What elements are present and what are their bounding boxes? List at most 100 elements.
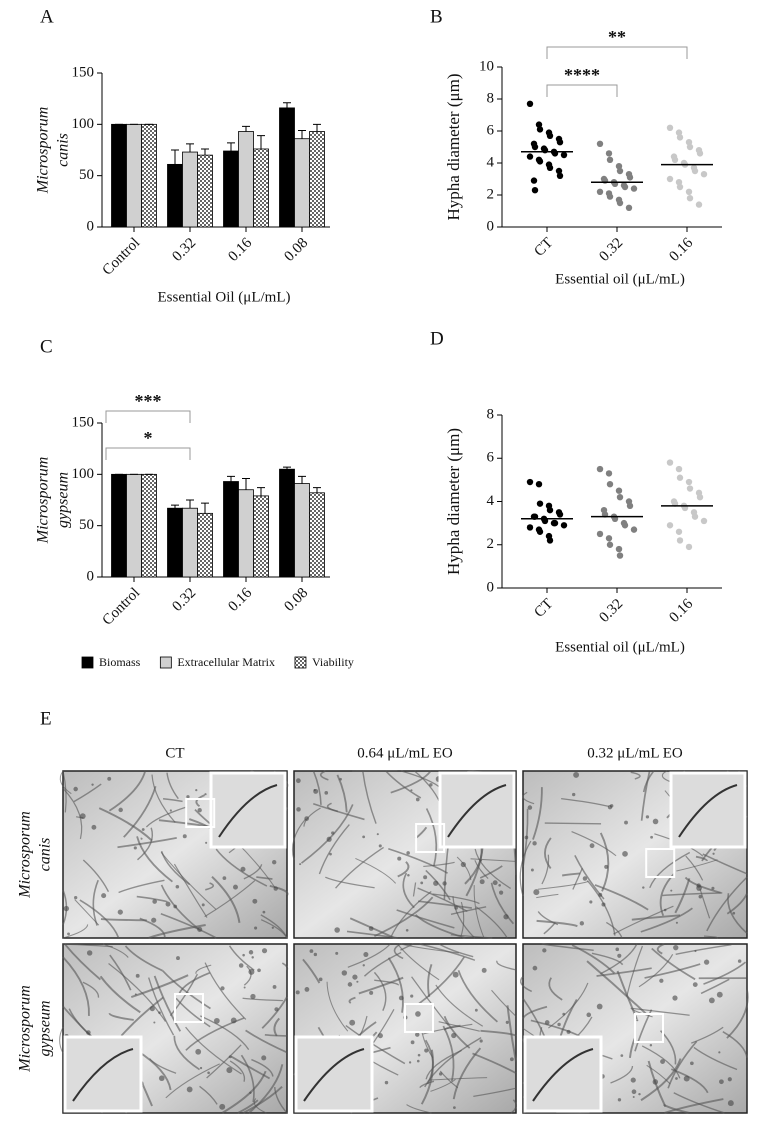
- data-point: [631, 526, 637, 532]
- spore: [650, 1044, 652, 1046]
- spore: [257, 968, 261, 972]
- spore: [693, 982, 698, 987]
- data-point: [537, 500, 543, 506]
- spore: [91, 825, 96, 830]
- error-bar: [313, 488, 321, 493]
- spore: [118, 909, 123, 914]
- spore: [684, 1076, 690, 1082]
- x-tick-label: CT: [531, 235, 556, 260]
- bar: [168, 164, 183, 227]
- bar: [224, 482, 239, 577]
- spore: [331, 831, 334, 834]
- bar: [254, 496, 269, 577]
- spore: [418, 1054, 421, 1057]
- spore: [454, 906, 458, 910]
- spore: [219, 1104, 225, 1110]
- bar: [224, 151, 239, 227]
- spore: [299, 863, 301, 865]
- x-tick-label: 0.32: [596, 596, 626, 626]
- data-point: [561, 522, 567, 528]
- legend-label: Biomass: [99, 655, 141, 669]
- x-axis-label: Essential oil (μL/mL): [555, 639, 685, 655]
- spore: [159, 1075, 165, 1081]
- significance-bracket: [106, 411, 190, 423]
- spore: [369, 926, 374, 931]
- spore: [510, 1057, 514, 1061]
- spore: [296, 990, 300, 994]
- data-point: [536, 481, 542, 487]
- spore: [624, 821, 628, 825]
- error-bar: [201, 149, 209, 155]
- data-point: [667, 459, 673, 465]
- spore: [417, 1060, 420, 1063]
- spore: [87, 950, 92, 955]
- spore: [73, 787, 78, 792]
- y-axis-label: Microsporum: [35, 457, 52, 545]
- y-tick-label: 50: [79, 167, 94, 183]
- legend-label: Extracellular Matrix: [177, 655, 275, 669]
- panel-label: E: [40, 708, 52, 729]
- data-point: [627, 174, 633, 180]
- spore: [231, 1018, 237, 1024]
- spore: [274, 886, 278, 890]
- data-point: [557, 173, 563, 179]
- x-tick-label: Control: [100, 235, 144, 279]
- spore: [480, 879, 485, 884]
- spore: [67, 933, 70, 936]
- micrograph: [521, 944, 748, 1113]
- error-bar: [298, 476, 306, 483]
- spore: [187, 1087, 193, 1093]
- spore: [620, 1054, 623, 1057]
- spore: [453, 1106, 456, 1109]
- spore: [183, 834, 187, 838]
- y-tick-label: 6: [487, 450, 495, 466]
- data-point: [607, 481, 613, 487]
- x-tick-label: Control: [100, 585, 144, 629]
- spore: [158, 1011, 161, 1014]
- spore: [532, 841, 536, 845]
- bar: [183, 152, 198, 227]
- spore: [348, 982, 353, 987]
- data-point: [532, 187, 538, 193]
- spore: [461, 862, 466, 867]
- spore: [80, 813, 86, 819]
- bar: [295, 484, 310, 577]
- data-point: [531, 177, 537, 183]
- y-tick-label: 0: [487, 579, 495, 595]
- hypha: [545, 823, 601, 824]
- spore: [335, 952, 338, 955]
- spore: [439, 1072, 442, 1075]
- significance-label: ****: [564, 65, 600, 85]
- spore: [506, 1021, 509, 1024]
- data-point: [552, 520, 558, 526]
- data-point: [686, 544, 692, 550]
- bar: [142, 124, 157, 227]
- bar: [112, 474, 127, 577]
- error-bar: [257, 488, 265, 496]
- x-axis-label: Essential oil (μL/mL): [555, 271, 685, 287]
- spore: [274, 1007, 278, 1011]
- spore: [356, 981, 358, 983]
- spore: [352, 974, 357, 979]
- spore: [424, 1048, 428, 1052]
- spore: [709, 998, 715, 1004]
- error-bar: [201, 503, 209, 513]
- significance-label: **: [608, 27, 626, 47]
- data-point: [677, 537, 683, 543]
- data-point: [597, 189, 603, 195]
- spore: [273, 985, 277, 989]
- legend-swatch: [295, 657, 306, 668]
- spore: [410, 995, 413, 998]
- spore: [214, 1018, 220, 1024]
- inset: [671, 773, 745, 847]
- spore: [261, 1055, 266, 1060]
- spore: [690, 1061, 694, 1065]
- spore: [638, 1093, 640, 1095]
- data-point: [687, 485, 693, 491]
- error-bar: [257, 136, 265, 149]
- spore: [207, 1071, 210, 1074]
- data-point: [597, 466, 603, 472]
- spore: [653, 1079, 658, 1084]
- spore: [220, 986, 224, 990]
- spore: [249, 1092, 251, 1094]
